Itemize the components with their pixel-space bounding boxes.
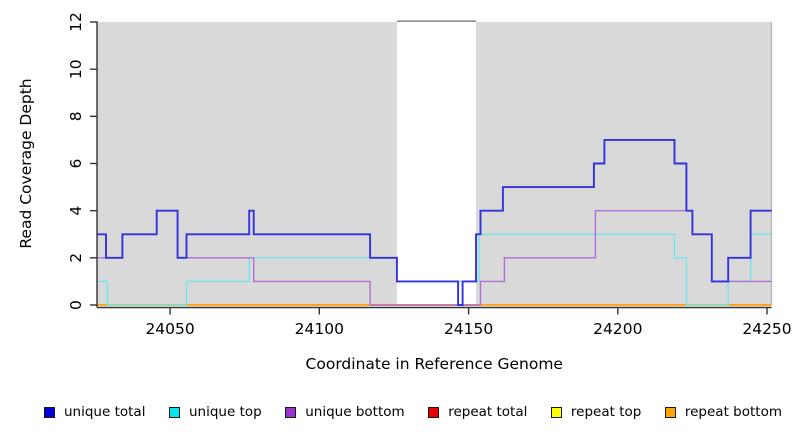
legend-swatch-unique-total: [44, 406, 55, 418]
x-tick-label: 24100: [295, 320, 344, 338]
legend-item-unique-total: unique total: [44, 404, 145, 420]
y-axis-title: Read Coverage Depth: [17, 78, 35, 248]
legend-item-repeat-bottom: repeat bottom: [664, 404, 782, 420]
y-tick-label: 12: [67, 12, 85, 32]
legend-swatch-repeat-top: [550, 406, 562, 418]
legend-swatch-repeat-bottom: [664, 406, 676, 418]
legend-label-repeat-top: repeat top: [570, 404, 642, 420]
legend-swatch-unique-top: [169, 406, 180, 418]
y-tick-label: 10: [67, 59, 85, 79]
legend-label-unique-total: unique total: [64, 404, 146, 420]
legend-swatch-repeat-total: [428, 406, 440, 418]
series-unique-total: [97, 138, 772, 306]
x-tick-label: 24150: [444, 320, 493, 338]
y-tick-label: 6: [67, 159, 85, 169]
x-tick-label: 24050: [145, 320, 194, 338]
coverage-chart: 0 2 4 6 8 10 12 24050 24100 24150 24200 24250 Coordi…: [17, 12, 792, 373]
legend: unique total unique top unique bottom repea…: [0, 397, 792, 427]
y-tick-label: 8: [67, 111, 85, 121]
legend-label-repeat-bottom: repeat bottom: [684, 404, 782, 420]
y-tick-label: 4: [67, 206, 85, 216]
x-tick-label: 24200: [593, 320, 642, 338]
legend-label-unique-top: unique top: [189, 404, 262, 420]
series-unique-top: [97, 233, 772, 306]
legend-label-repeat-total: repeat total: [448, 404, 528, 420]
legend-item-unique-top: unique top: [169, 404, 262, 420]
x-tick-label: 24250: [742, 320, 791, 338]
legend-label-unique-bottom: unique bottom: [305, 404, 405, 420]
x-axis-title: Coordinate in Reference Genome: [306, 355, 563, 373]
panel-region: [97, 22, 397, 305]
legend-item-unique-bottom: unique bottom: [285, 404, 405, 420]
legend-item-repeat-total: repeat total: [428, 404, 527, 420]
panel-region: [476, 22, 772, 305]
y-tick-label: 0: [67, 300, 85, 310]
y-tick-label: 2: [67, 253, 85, 263]
legend-swatch-unique-bottom: [285, 406, 297, 418]
legend-item-repeat-top: repeat top: [550, 404, 642, 420]
